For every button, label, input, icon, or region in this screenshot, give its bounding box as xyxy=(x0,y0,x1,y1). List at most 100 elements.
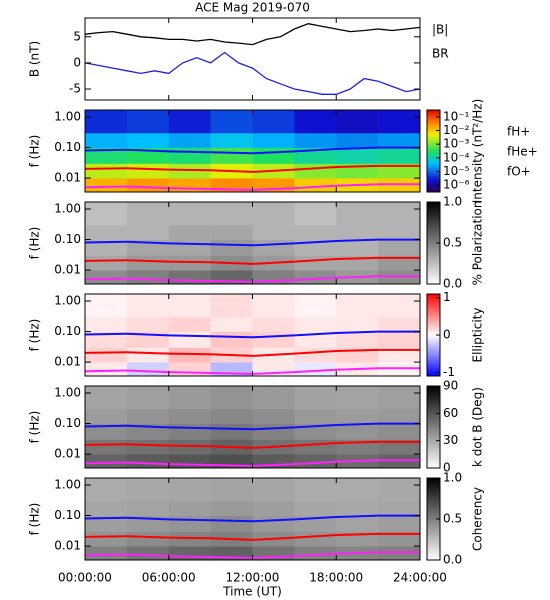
colorbar-slice xyxy=(427,257,440,260)
colorbar-slice xyxy=(427,398,440,401)
spectrogram-cell xyxy=(126,202,170,226)
colorbar-slice xyxy=(427,435,440,438)
spectrogram-cell xyxy=(378,163,421,179)
line xyxy=(84,51,421,95)
colorbar-slice xyxy=(427,181,440,185)
spectrogram-cell xyxy=(85,362,128,377)
colorbar-slice xyxy=(427,535,440,538)
colorbar-tick-label: 10⁻² xyxy=(443,123,470,137)
colorbar-slice xyxy=(427,461,440,465)
colorbar-slice xyxy=(427,367,440,371)
colorbar-tick-label: 0.5 xyxy=(443,512,462,526)
spectrogram-cell xyxy=(168,454,211,469)
colorbar-slice xyxy=(427,504,440,507)
colorbar-slice xyxy=(427,363,440,367)
line xyxy=(84,23,421,46)
spectrogram-cell xyxy=(210,147,253,164)
colorbar-slice xyxy=(427,533,440,536)
spectrogram-cell xyxy=(336,294,379,318)
spectrogram-cell xyxy=(210,478,253,502)
colorbar-slice xyxy=(427,361,440,364)
colorbar-slice xyxy=(427,128,440,131)
colorbar-slice xyxy=(427,318,440,321)
spectrogram-cell xyxy=(336,515,379,532)
spectrogram-cell xyxy=(168,515,211,532)
colorbar-label: Intensity (nT²/Hz) xyxy=(471,99,485,204)
colorbar-slice xyxy=(427,255,440,258)
colorbar-slice xyxy=(427,126,440,129)
frequency-line xyxy=(84,146,420,155)
colorbar-slice xyxy=(427,531,440,534)
colorbar-slice xyxy=(427,357,440,360)
colorbar-slice xyxy=(427,124,440,127)
spectrogram-cell xyxy=(85,531,128,547)
x-axis-label: Time (UT) xyxy=(222,585,282,599)
spectrogram-cell xyxy=(168,239,211,256)
colorbar-slice xyxy=(427,261,440,264)
spectrogram-cell xyxy=(168,132,211,148)
spectrogram-cell xyxy=(126,270,170,285)
spectrogram-cell xyxy=(168,270,211,285)
spectrogram-cell xyxy=(126,408,170,424)
colorbar-slice xyxy=(427,510,440,514)
spectrogram-cell xyxy=(378,408,421,424)
y-tick-label: 0.01 xyxy=(54,263,81,277)
spectrogram-cell xyxy=(336,331,379,348)
spectrogram-cell xyxy=(252,239,295,256)
colorbar-slice xyxy=(427,281,440,285)
spectrogram-cell xyxy=(294,408,337,424)
colorbar-slice xyxy=(427,265,440,268)
spectrogram-cell xyxy=(336,239,379,256)
colorbar-slice xyxy=(427,420,440,424)
colorbar-slice xyxy=(427,455,440,459)
y-axis-label: f (Hz) xyxy=(28,503,42,536)
colorbar-slice xyxy=(427,165,440,168)
spectrogram-cell xyxy=(85,294,128,318)
colorbar-slice xyxy=(427,392,440,395)
colorbar-slice xyxy=(427,433,440,436)
spectrogram-cell xyxy=(85,386,128,410)
colorbar-slice xyxy=(427,394,440,397)
spectrogram-cell xyxy=(336,110,379,134)
spectrogram-cell xyxy=(126,110,170,134)
colorbar-tick-label: 10⁻⁶ xyxy=(443,178,470,192)
colorbar-slice xyxy=(427,345,440,348)
colorbar-slice xyxy=(427,551,440,555)
colorbar-slice xyxy=(427,508,440,512)
spectrogram-cell xyxy=(294,163,337,179)
colorbar-slice xyxy=(427,353,440,356)
spectrogram-cell xyxy=(294,454,337,469)
colorbar-slice xyxy=(427,439,440,442)
spectrogram-cell xyxy=(294,546,337,561)
spectrogram-cell xyxy=(294,362,337,377)
colorbar-slice xyxy=(427,339,440,342)
colorbar-slice xyxy=(427,210,440,213)
colorbar-slice xyxy=(427,449,440,452)
colorbar-slice xyxy=(427,523,440,526)
colorbar-slice xyxy=(427,189,440,193)
colorbar-slice xyxy=(427,516,440,520)
colorbar-slice xyxy=(427,404,440,407)
spectrogram-cell xyxy=(294,386,337,410)
colorbar-slice xyxy=(427,136,440,139)
spectrogram-cell xyxy=(252,110,295,134)
colorbar-tick-label: 1 xyxy=(443,290,451,304)
colorbar-label: Ellipticity xyxy=(471,308,485,363)
colorbar-slice xyxy=(427,306,440,309)
colorbar-slice xyxy=(427,216,440,219)
colorbar-slice xyxy=(427,173,440,176)
spectrogram-cell xyxy=(336,423,379,440)
legend-label: |B| xyxy=(432,23,448,37)
colorbar-slice xyxy=(427,294,440,297)
colorbar-slice xyxy=(427,114,440,117)
y-tick-label: 1.00 xyxy=(54,202,81,216)
y-tick-label: 0.01 xyxy=(54,447,81,461)
colorbar-slice xyxy=(427,118,440,121)
spectrogram-cell xyxy=(294,132,337,148)
legend-label: fHe+ xyxy=(507,145,538,159)
colorbar-slice xyxy=(427,226,440,229)
spectrogram-cell xyxy=(85,147,128,164)
spectrogram-cell xyxy=(126,316,170,332)
spectrogram-cell xyxy=(126,255,170,271)
